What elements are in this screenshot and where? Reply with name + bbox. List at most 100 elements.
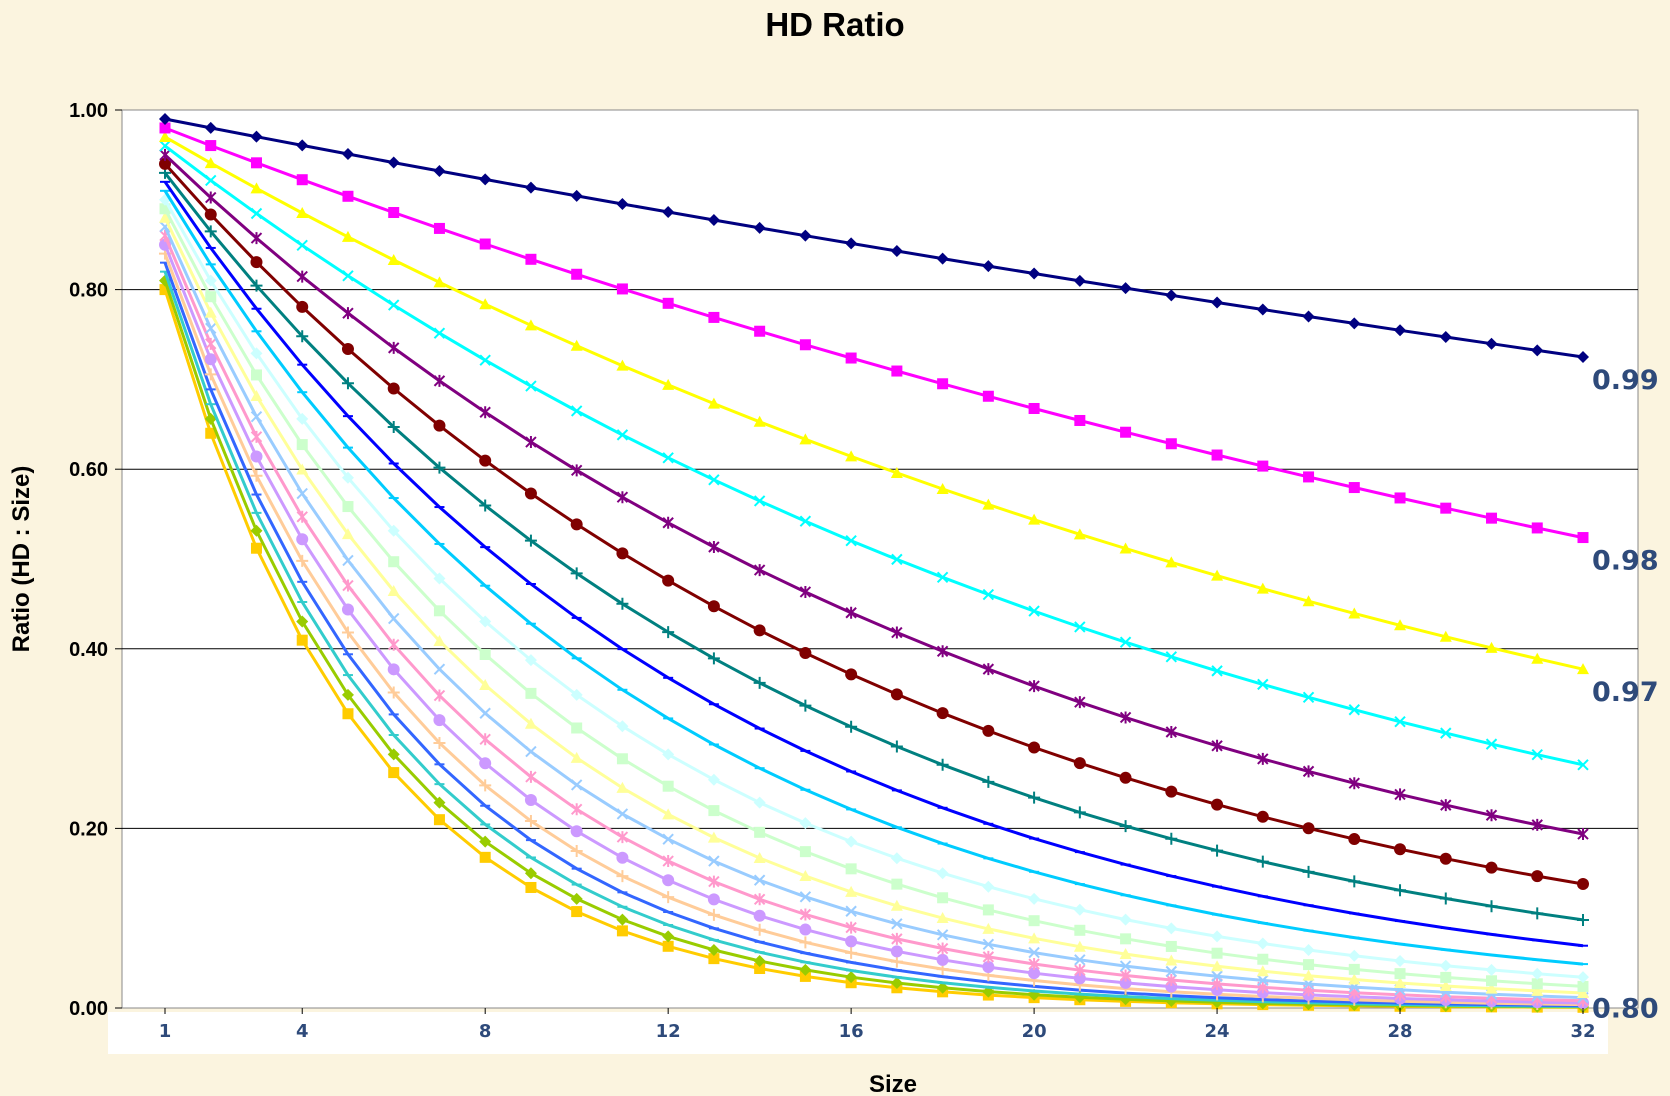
data-point <box>296 239 308 251</box>
y-axis-title: Ratio (HD : Size) <box>8 466 35 653</box>
series-line <box>164 135 1584 671</box>
data-point <box>1119 913 1132 926</box>
data-point <box>250 256 263 269</box>
series-label: 0.97 <box>1592 677 1659 708</box>
data-point <box>982 922 995 934</box>
series-line <box>163 190 1584 966</box>
data-point <box>1440 799 1452 812</box>
data-point <box>1257 974 1269 987</box>
data-point <box>204 225 217 238</box>
data-point <box>1348 875 1361 888</box>
data-point <box>388 638 400 651</box>
data-point <box>1165 785 1178 798</box>
data-point <box>662 780 674 792</box>
data-point <box>524 487 537 500</box>
data-point <box>296 554 309 567</box>
data-point <box>1531 344 1544 357</box>
data-point <box>1531 978 1543 990</box>
data-point <box>296 207 309 219</box>
data-point <box>342 501 354 513</box>
data-point <box>1485 641 1498 653</box>
data-point <box>845 237 858 250</box>
data-point <box>250 130 263 143</box>
data-point <box>754 826 766 838</box>
data-point <box>571 268 583 280</box>
data-point <box>387 421 400 434</box>
data-point <box>1256 965 1269 977</box>
data-point <box>799 229 812 242</box>
data-point <box>388 612 400 625</box>
data-point <box>845 835 858 848</box>
data-point <box>341 688 354 701</box>
data-point <box>159 122 171 134</box>
data-point <box>1577 532 1589 544</box>
data-point <box>159 130 171 142</box>
data-point <box>1303 959 1315 971</box>
data-point <box>707 213 720 226</box>
series-line <box>163 153 1584 836</box>
data-point <box>1485 900 1498 913</box>
data-point <box>1577 759 1589 771</box>
data-point <box>296 330 309 343</box>
data-point <box>1074 621 1086 633</box>
data-point <box>1119 711 1132 724</box>
data-point <box>570 464 583 477</box>
data-point <box>204 208 217 221</box>
data-point <box>1073 274 1086 287</box>
data-point <box>936 981 949 994</box>
data-point <box>616 547 629 560</box>
series-line <box>163 199 1584 979</box>
data-point <box>753 495 766 507</box>
data-point <box>753 221 766 234</box>
data-point <box>570 892 583 905</box>
data-point <box>1028 791 1041 804</box>
data-point <box>662 297 674 309</box>
data-point <box>1531 984 1544 996</box>
data-point <box>570 189 583 202</box>
data-point <box>1302 822 1315 835</box>
data-point <box>1394 968 1406 980</box>
data-point <box>1394 955 1407 968</box>
data-point <box>616 870 629 883</box>
data-point <box>753 415 766 427</box>
data-point <box>570 405 583 417</box>
data-point <box>1257 953 1269 965</box>
data-point <box>799 870 812 882</box>
data-point <box>570 751 583 763</box>
data-point <box>479 679 492 691</box>
series-label: 0.98 <box>1592 546 1659 577</box>
series-0.98 <box>159 122 1589 544</box>
data-point <box>250 232 263 245</box>
data-point <box>388 341 400 354</box>
data-point <box>479 406 491 419</box>
data-point <box>1394 619 1407 631</box>
data-point <box>799 585 812 598</box>
data-point <box>250 430 263 443</box>
data-point <box>1257 752 1269 765</box>
series-line <box>163 253 1584 1007</box>
data-point <box>570 339 583 351</box>
data-point <box>616 720 629 733</box>
data-point <box>753 796 766 809</box>
data-point <box>250 542 262 554</box>
data-point <box>1440 502 1452 514</box>
data-point <box>1348 949 1361 962</box>
data-point <box>159 140 171 152</box>
data-point <box>1439 852 1452 865</box>
data-point <box>890 688 903 701</box>
data-point <box>1302 943 1315 956</box>
series-line <box>163 208 1584 988</box>
data-point <box>936 929 949 941</box>
data-point <box>1028 402 1040 414</box>
data-point <box>890 955 903 968</box>
x-axis-band <box>108 1012 1608 1054</box>
data-point <box>1165 832 1178 845</box>
data-point <box>524 181 537 194</box>
data-point <box>433 222 445 234</box>
data-point <box>250 410 263 423</box>
data-point <box>250 369 262 381</box>
data-point <box>570 844 583 857</box>
data-point <box>662 940 674 952</box>
data-point <box>845 534 857 547</box>
data-point <box>250 390 263 402</box>
